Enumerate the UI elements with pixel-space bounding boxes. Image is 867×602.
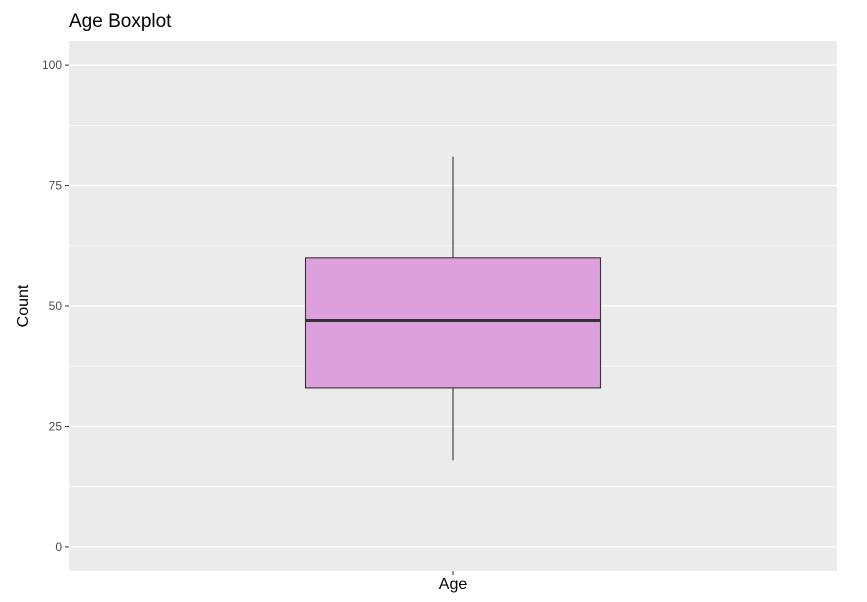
boxes (304, 156, 602, 461)
x-axis-ticks: Age (439, 571, 468, 593)
y-axis-ticks: 0 25 50 75 100 (42, 58, 69, 554)
y-tick-label: 0 (55, 540, 62, 554)
y-tick-label: 50 (49, 299, 63, 313)
y-tick-label: 25 (49, 419, 63, 433)
y-axis-title: Count (15, 284, 32, 327)
box-group (304, 156, 602, 461)
y-tick-label: 75 (49, 179, 63, 193)
y-tick-label: 100 (42, 58, 62, 72)
chart-title: Age Boxplot (69, 11, 172, 32)
x-tick-label: Age (439, 576, 468, 593)
iqr-box (304, 257, 602, 389)
